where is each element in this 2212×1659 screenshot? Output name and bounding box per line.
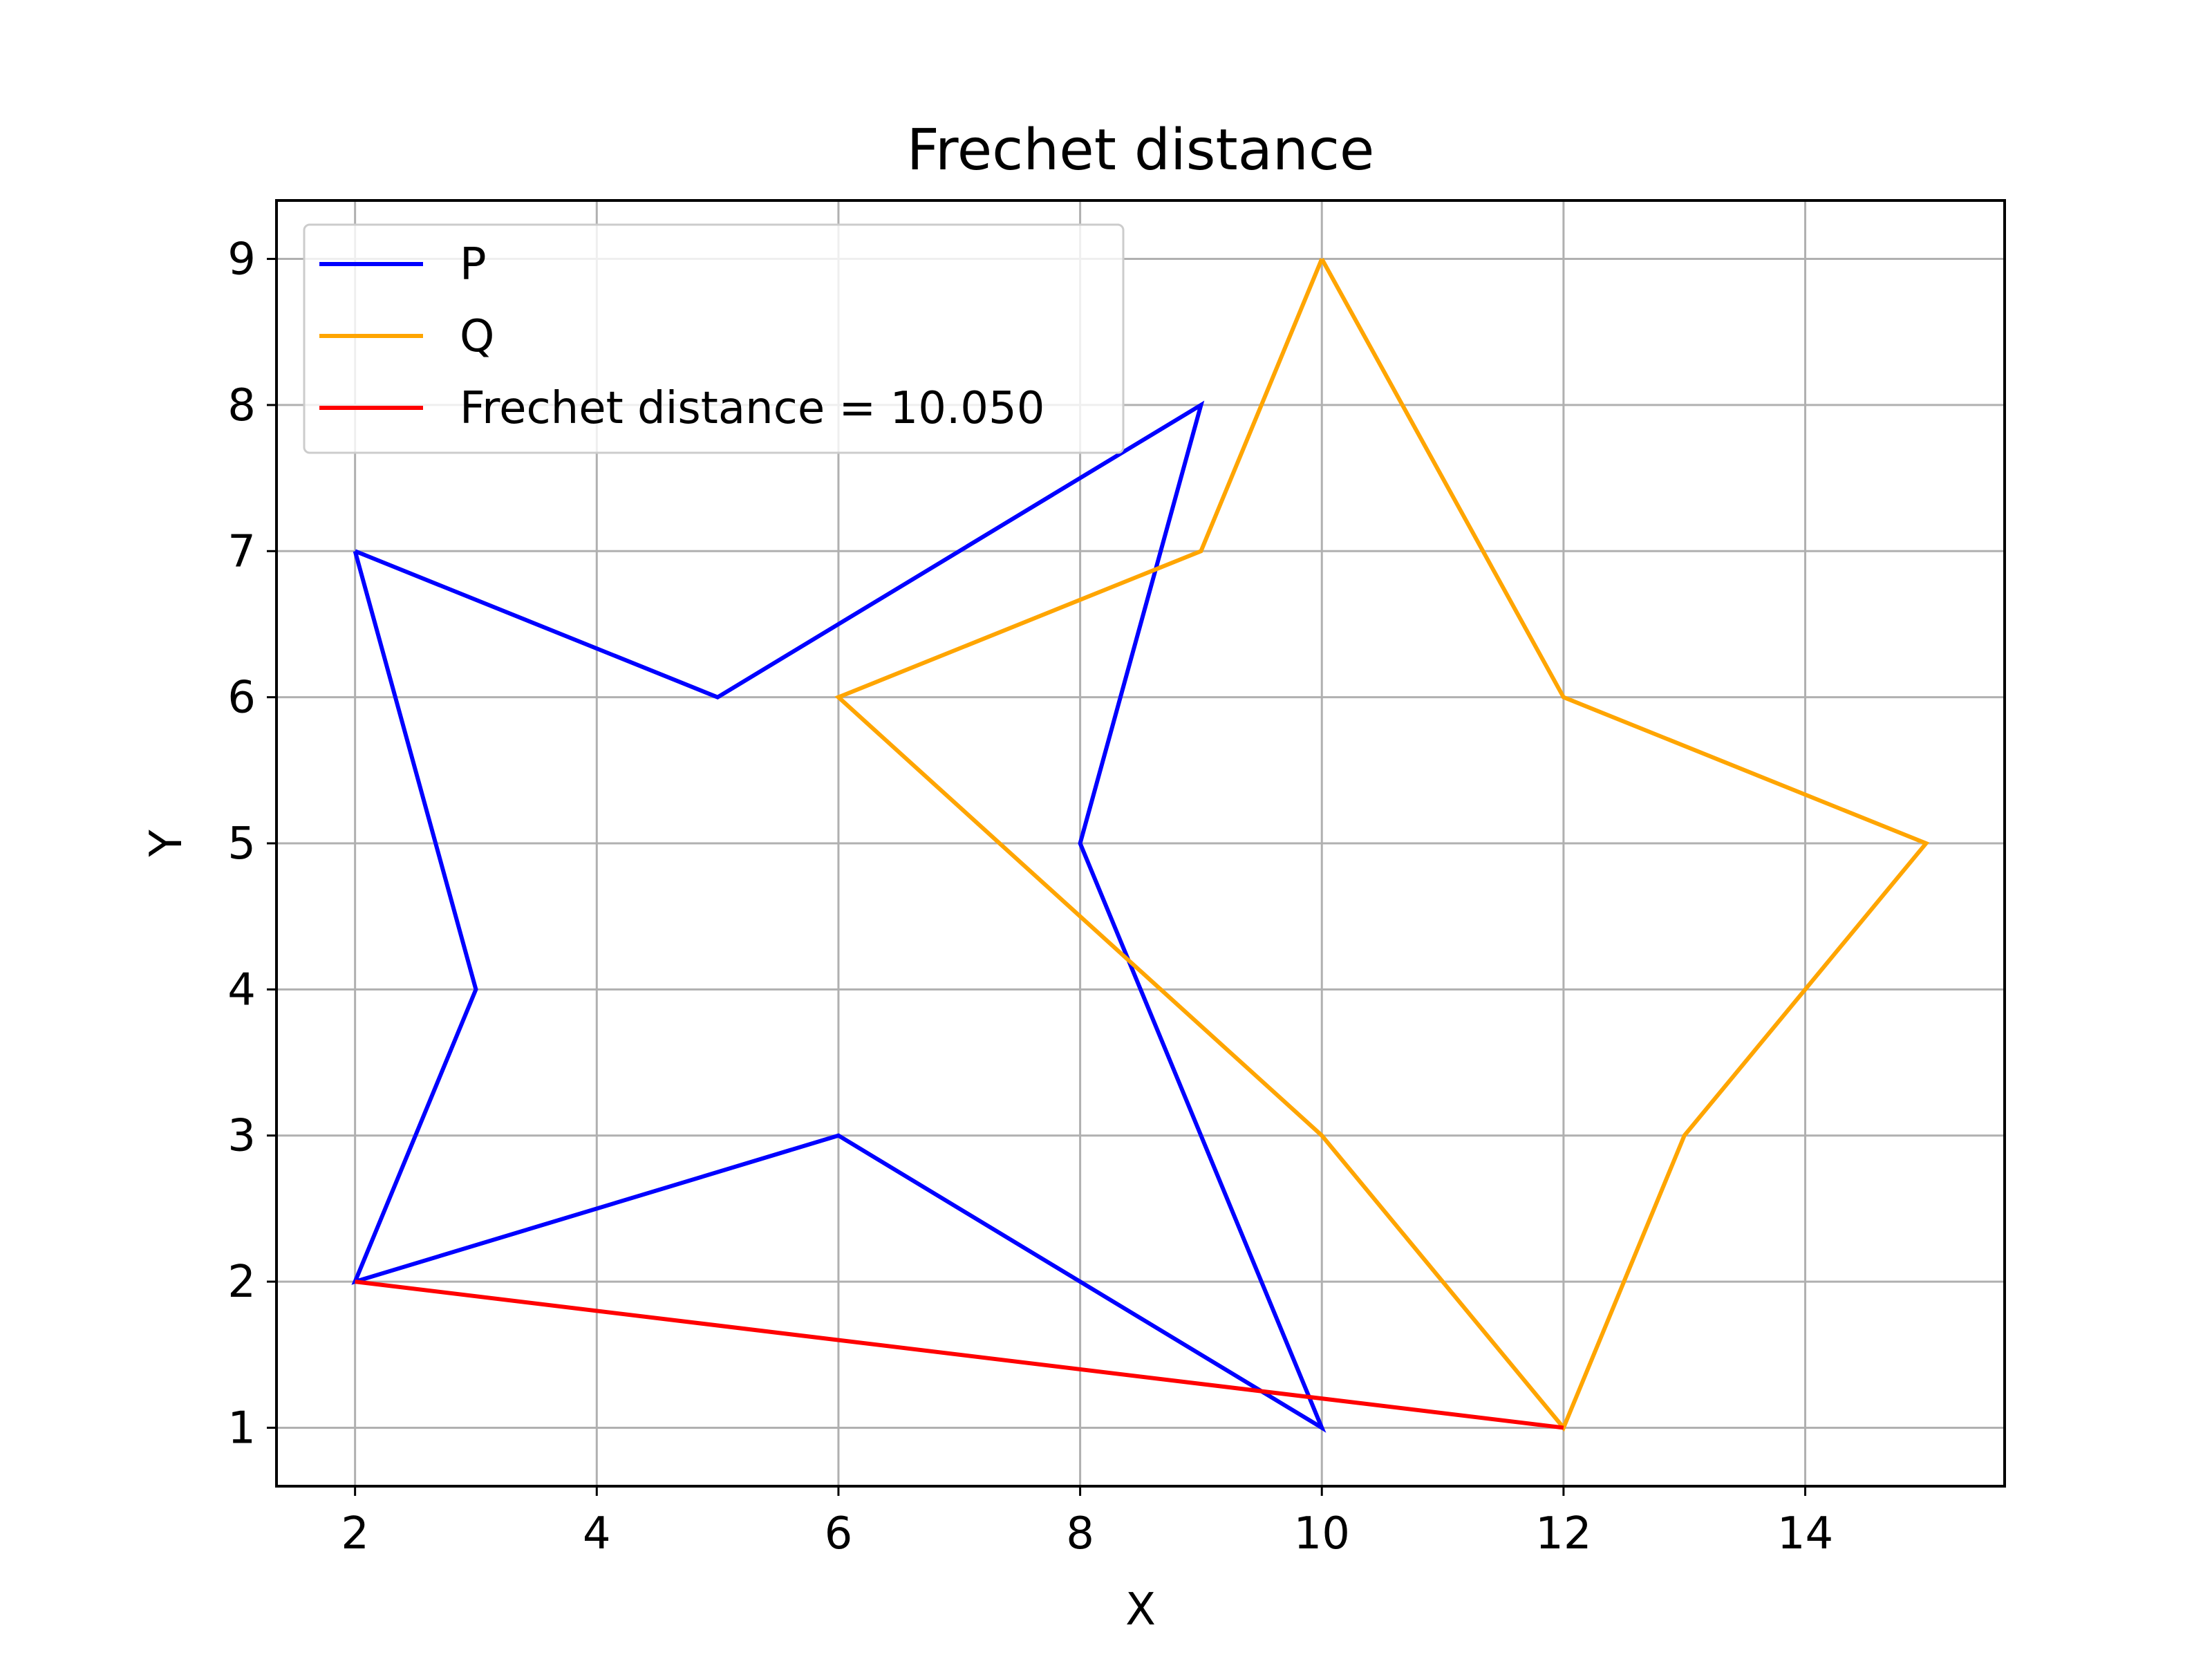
legend-label-2: Frechet distance = 10.050 <box>460 383 1044 434</box>
x-tick-label-4: 10 <box>1294 1508 1350 1559</box>
legend: PQ Frechet distance = 10.050 <box>303 223 1125 454</box>
x-tick-label-0: 2 <box>341 1508 369 1559</box>
y-tick-label-6: 7 <box>227 526 256 577</box>
x-tick-label-3: 8 <box>1066 1508 1094 1559</box>
x-tick-label-2: 6 <box>825 1508 853 1559</box>
y-tick-label-3: 4 <box>227 964 256 1015</box>
y-tick-label-5: 6 <box>227 673 256 724</box>
series-line-2 <box>355 1280 1564 1430</box>
chart-title: Frechet distance <box>907 118 1375 183</box>
legend-items: PQ Frechet distance = 10.050 <box>319 239 1044 434</box>
y-tick-label-7: 8 <box>227 380 256 431</box>
x-tick-label-1: 4 <box>583 1508 611 1559</box>
legend-label-1: Q <box>460 311 494 362</box>
y-tick-label-8: 9 <box>227 234 256 285</box>
y-axis-label: Y <box>141 830 192 858</box>
series-line-0 <box>351 400 1327 1433</box>
y-tick-label-0: 1 <box>227 1403 256 1454</box>
legend-box <box>303 223 1125 454</box>
x-tick-label-5: 12 <box>1535 1508 1591 1559</box>
x-axis-label: X <box>1125 1584 1156 1635</box>
plot-series <box>351 258 1930 1433</box>
x-tick-label-6: 14 <box>1777 1508 1833 1559</box>
x-axis-ticks: 2 4 6 8 10 12 14 <box>341 1486 1833 1559</box>
legend-label-0: P <box>460 239 487 290</box>
y-tick-label-1: 2 <box>227 1257 256 1308</box>
y-axis-ticks: 1 2 3 4 5 6 7 8 9 <box>227 234 276 1454</box>
y-tick-label-2: 3 <box>227 1111 256 1162</box>
y-tick-label-4: 5 <box>227 818 256 870</box>
